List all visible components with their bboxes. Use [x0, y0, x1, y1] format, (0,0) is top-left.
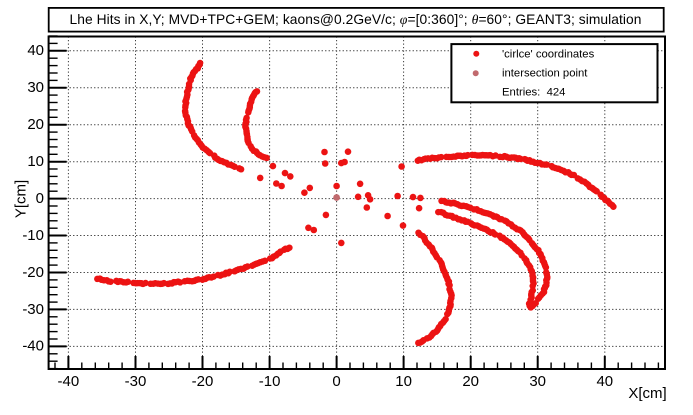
svg-text:10: 10	[27, 153, 44, 170]
svg-text:Entries: 424: Entries: 424	[502, 87, 565, 99]
svg-text:-20: -20	[22, 264, 44, 281]
svg-text:Lhe Hits in X,Y; MVD+TPC+GEM;: Lhe Hits in X,Y; MVD+TPC+GEM; kaons@0.2G…	[70, 12, 642, 27]
svg-text:0: 0	[332, 373, 340, 390]
svg-text:30: 30	[529, 373, 546, 390]
svg-text:-30: -30	[22, 301, 44, 318]
svg-text:-30: -30	[125, 373, 147, 390]
svg-text:-10: -10	[22, 227, 44, 244]
svg-text:-40: -40	[58, 373, 80, 390]
svg-text:10: 10	[395, 373, 412, 390]
svg-text:Y[cm]: Y[cm]	[13, 180, 30, 218]
svg-text:40: 40	[596, 373, 613, 390]
svg-text:'cirlce' coordinates: 'cirlce' coordinates	[502, 48, 595, 60]
svg-text:0: 0	[36, 190, 44, 207]
svg-text:30: 30	[27, 79, 44, 96]
svg-text:-10: -10	[259, 373, 281, 390]
svg-text:intersection point: intersection point	[502, 68, 588, 80]
svg-text:40: 40	[27, 42, 44, 59]
svg-text:-20: -20	[192, 373, 214, 390]
svg-text:X[cm]: X[cm]	[628, 385, 666, 402]
svg-text:-40: -40	[22, 338, 44, 355]
svg-text:20: 20	[27, 116, 44, 133]
svg-text:20: 20	[462, 373, 479, 390]
